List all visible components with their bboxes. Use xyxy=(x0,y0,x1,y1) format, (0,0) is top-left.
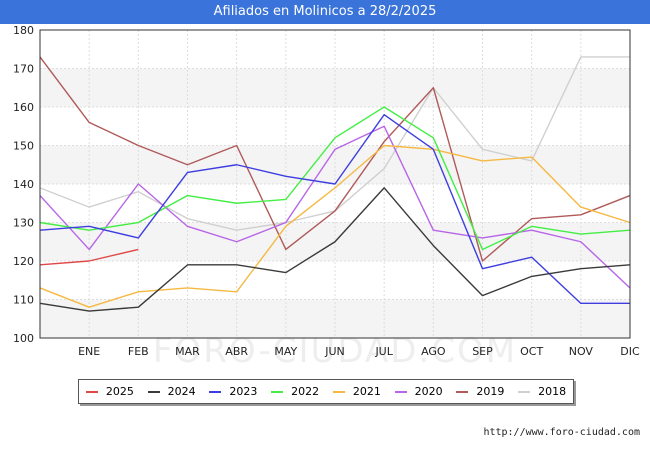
gridlines xyxy=(40,29,630,339)
x-tick-label: FEB xyxy=(128,345,149,358)
legend-item-2024: 2024 xyxy=(147,385,196,398)
legend-item-2022: 2022 xyxy=(271,385,319,398)
legend-swatch xyxy=(332,390,345,393)
y-tick-label: 110 xyxy=(13,294,34,307)
source-url: http://www.foro-ciudad.com xyxy=(483,427,640,438)
legend-label: 2018 xyxy=(538,385,567,398)
x-tick-label: SEP xyxy=(472,345,493,358)
series-line-2024 xyxy=(39,187,631,312)
chart-title: Afiliados en Molinicos a 28/2/2025 xyxy=(0,0,650,24)
legend-label: 2024 xyxy=(167,385,196,398)
x-tick-label: JUN xyxy=(324,345,345,358)
series-lines xyxy=(39,56,631,312)
legend-item-2019: 2019 xyxy=(456,385,504,398)
y-tick-label: 160 xyxy=(13,101,34,114)
y-tick-label: 150 xyxy=(13,140,34,153)
series-line-2023 xyxy=(39,113,630,305)
y-tick-label: 120 xyxy=(13,255,34,268)
y-axis-ticks: 100 110 120 130 140 150 160 170 180 xyxy=(13,24,34,345)
x-tick-label: JUL xyxy=(374,345,393,358)
legend-swatch xyxy=(209,390,222,393)
series-line-2025 xyxy=(39,248,139,266)
x-tick-label: ABR xyxy=(225,345,248,358)
plot-border xyxy=(39,29,631,339)
legend: 2025 2024 2023 2022 2021 2020 2019 2018 xyxy=(78,379,574,404)
x-tick-label: OCT xyxy=(520,345,543,358)
legend-swatch xyxy=(271,390,284,393)
series-line-2020 xyxy=(39,125,631,289)
x-tick-label: MAY xyxy=(274,345,297,358)
legend-swatch xyxy=(85,390,98,393)
legend-swatch xyxy=(518,390,531,393)
legend-swatch xyxy=(394,390,407,393)
legend-label: 2025 xyxy=(105,385,134,398)
series-line-2019 xyxy=(39,56,631,262)
legend-swatch xyxy=(456,390,469,393)
y-tick-label: 130 xyxy=(13,217,34,230)
series-line-2021 xyxy=(39,144,631,308)
legend-label: 2023 xyxy=(229,385,258,398)
legend-item-2023: 2023 xyxy=(209,385,257,398)
legend-label: 2021 xyxy=(352,385,381,398)
x-tick-label: NOV xyxy=(569,345,594,358)
legend-item-2021: 2021 xyxy=(332,385,381,398)
x-tick-label: DIC xyxy=(620,345,640,358)
x-tick-label: ENE xyxy=(78,345,100,358)
legend-item-2018: 2018 xyxy=(518,385,566,398)
legend-label: 2019 xyxy=(476,385,505,398)
legend-item-2020: 2020 xyxy=(394,385,443,398)
legend-label: 2022 xyxy=(291,385,320,398)
y-tick-label: 140 xyxy=(13,178,34,191)
legend-item-2025: 2025 xyxy=(85,385,134,398)
y-tick-label: 170 xyxy=(13,63,34,76)
y-tick-label: 100 xyxy=(13,332,34,345)
x-axis-ticks: ENE FEB MAR ABR MAY JUN JUL AGO SEP OCT NOV DIC xyxy=(78,345,640,358)
legend-label: 2020 xyxy=(414,385,443,398)
x-tick-label: AGO xyxy=(421,345,446,358)
series-line-2022 xyxy=(39,106,631,251)
x-tick-label: MAR xyxy=(175,345,200,358)
legend-swatch xyxy=(147,390,160,393)
y-tick-label: 180 xyxy=(13,24,34,37)
